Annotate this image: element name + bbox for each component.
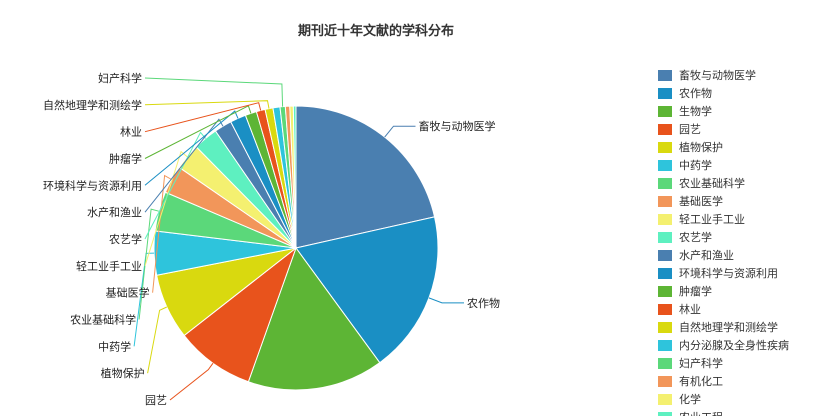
- slice-label: 妇产科学: [98, 71, 142, 85]
- legend-item[interactable]: 园艺: [658, 120, 826, 138]
- legend-item[interactable]: 内分泌腺及全身性疾病: [658, 336, 826, 354]
- legend-label: 轻工业手工业: [679, 213, 745, 226]
- legend-item[interactable]: 有机化工: [658, 372, 826, 390]
- legend-label: 生物学: [679, 105, 712, 118]
- slice-label: 农作物: [467, 296, 500, 310]
- legend-swatch: [658, 141, 672, 153]
- legend-swatch: [658, 195, 672, 207]
- slice-label: 农业基础科学: [70, 313, 136, 327]
- chart-title: 期刊近十年文献的学科分布: [297, 24, 454, 39]
- legend-label: 自然地理学和测绘学: [679, 321, 778, 334]
- legend-swatch: [658, 177, 672, 189]
- legend-item[interactable]: 化学: [658, 390, 826, 408]
- slice-label: 自然地理学和测绘学: [43, 98, 142, 112]
- slice-label: 林业: [120, 125, 142, 139]
- legend-swatch: [658, 411, 672, 416]
- legend-swatch: [658, 87, 672, 99]
- legend-swatch: [658, 159, 672, 171]
- legend-label: 水产和渔业: [679, 249, 734, 262]
- label-leader-line: [384, 125, 416, 138]
- legend-swatch: [658, 339, 672, 351]
- slice-label: 园艺: [145, 394, 167, 407]
- pie-slice[interactable]: [292, 105, 297, 249]
- legend-item[interactable]: 自然地理学和测绘学: [658, 318, 826, 336]
- label-leader-line: [144, 118, 224, 213]
- legend-swatch: [658, 357, 672, 369]
- legend-label: 畜牧与动物医学: [679, 69, 756, 82]
- legend-item[interactable]: 畜牧与动物医学: [658, 66, 826, 84]
- legend-label: 农作物: [679, 87, 712, 100]
- legend-swatch: [658, 267, 672, 279]
- legend-swatch: [658, 249, 672, 261]
- label-leader-line: [428, 297, 464, 304]
- legend-swatch: [658, 303, 672, 315]
- slice-label: 轻工业手工业: [76, 259, 142, 273]
- legend-label: 环境科学与资源利用: [679, 267, 778, 280]
- legend-swatch: [658, 321, 672, 333]
- legend-label: 有机化工: [679, 375, 723, 388]
- legend-item[interactable]: 农艺学: [658, 228, 826, 246]
- pie-slice[interactable]: [295, 216, 439, 364]
- slice-label: 基础医学: [106, 286, 150, 300]
- legend-item[interactable]: 妇产科学: [658, 354, 826, 372]
- legend-label: 肿瘤学: [679, 285, 712, 298]
- legend-label: 基础医学: [679, 195, 723, 208]
- legend-swatch: [658, 393, 672, 405]
- slice-label: 中药学: [98, 339, 131, 353]
- legend-label: 农业工程: [679, 409, 723, 416]
- legend-item[interactable]: 林业: [658, 300, 826, 318]
- legend-swatch: [658, 285, 672, 297]
- label-leader-line: [152, 174, 172, 293]
- legend-label: 农艺学: [679, 231, 712, 244]
- legend-item[interactable]: 环境科学与资源利用: [658, 264, 826, 282]
- label-leader-line: [144, 100, 270, 109]
- slice-label: 农艺学: [109, 232, 142, 246]
- pie-slice[interactable]: [183, 246, 298, 383]
- label-leader-line: [138, 208, 159, 320]
- pie-slice[interactable]: [295, 105, 436, 249]
- legend-label: 内分泌腺及全身性疾病: [679, 339, 789, 352]
- slice-label: 植物保护: [101, 366, 145, 380]
- legend-label: 林业: [679, 303, 701, 316]
- pie-slice[interactable]: [247, 246, 381, 391]
- legend-item[interactable]: 中药学: [658, 156, 826, 174]
- label-leader-line: [147, 306, 168, 374]
- legend-label: 植物保护: [679, 141, 723, 154]
- legend-item[interactable]: 肿瘤学: [658, 282, 826, 300]
- legend-swatch: [658, 375, 672, 387]
- legend-swatch: [658, 231, 672, 243]
- legend-item[interactable]: 生物学: [658, 102, 826, 120]
- legend-label: 妇产科学: [679, 357, 723, 370]
- label-leader-line: [144, 102, 262, 133]
- legend-label: 化学: [679, 393, 701, 406]
- legend-label: 中药学: [679, 159, 712, 172]
- legend-item[interactable]: 农业基础科学: [658, 174, 826, 192]
- legend-label: 园艺: [679, 123, 701, 136]
- label-leader-line: [144, 77, 284, 107]
- label-leader-line: [144, 110, 239, 186]
- legend-item[interactable]: 水产和渔业: [658, 246, 826, 264]
- legend-item[interactable]: 轻工业手工业: [658, 210, 826, 228]
- legend-item[interactable]: 植物保护: [658, 138, 826, 156]
- slice-label: 环境科学与资源利用: [43, 178, 142, 192]
- legend: 畜牧与动物医学 农作物生物学园艺植物保护中药学农业基础科学 基础医学轻工业手工业 农艺…: [658, 66, 826, 416]
- legend-item[interactable]: 农作物: [658, 84, 826, 102]
- slice-label: 畜牧与动物医学: [419, 119, 496, 133]
- legend-label: 农业基础科学: [679, 177, 745, 190]
- slice-label: 肿瘤学: [109, 152, 142, 166]
- legend-swatch: [658, 123, 672, 135]
- legend-item[interactable]: 农业工程: [658, 408, 826, 416]
- slice-label: 水产和渔业: [87, 205, 142, 219]
- legend-swatch: [658, 105, 672, 117]
- label-leader-line: [169, 362, 214, 401]
- legend-item[interactable]: 基础医学: [658, 192, 826, 210]
- label-leader-line: [144, 150, 188, 266]
- legend-swatch: [658, 213, 672, 225]
- legend-swatch: [658, 69, 672, 81]
